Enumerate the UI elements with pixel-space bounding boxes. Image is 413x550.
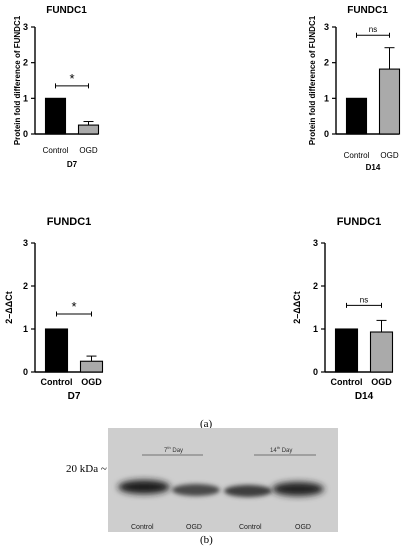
chart-title: FUNDC1 <box>47 216 92 228</box>
chart-panel-2: FUNDC1 0 1 2 3 Protein fold difference of FUN… <box>308 5 401 172</box>
y-tick-label: 2 <box>324 58 329 68</box>
blot-band-ogd-d7 <box>172 484 220 496</box>
y-tick-label: 2 <box>23 58 28 68</box>
y-tick-label: 0 <box>23 367 28 377</box>
y-tick-label: 1 <box>23 324 28 334</box>
y-tick-label: 1 <box>324 93 329 103</box>
y-tick-label: 0 <box>313 367 318 377</box>
blot-lane-label: OGD <box>295 524 311 531</box>
panel-label-b: (b) <box>200 534 213 546</box>
y-axis-label: Protein fold difference of FUNDC1 <box>13 15 22 145</box>
y-tick-label: 0 <box>23 129 28 139</box>
bar-control <box>44 97 67 135</box>
blot-lane-label: Control <box>239 524 262 531</box>
chart-panel-4: FUNDC1 0 1 2 3 2–ΔΔCt Control OGD ns D14 <box>292 216 394 402</box>
significance-label: ns <box>369 25 377 34</box>
y-tick-label: 3 <box>23 238 28 248</box>
blot-lane-label: OGD <box>186 524 202 531</box>
x-axis-label: D14 <box>355 391 374 402</box>
blot-lane-label: Control <box>131 524 154 531</box>
chart-panel-3: FUNDC1 0 1 2 3 2–ΔΔCt Control OGD * D7 <box>4 216 104 402</box>
x-category-label: Control <box>344 151 370 160</box>
x-category-label: Control <box>331 377 363 387</box>
x-category-label: OGD <box>81 377 102 387</box>
bar-ogd <box>378 68 401 135</box>
panel-label-a: (a) <box>200 418 213 430</box>
y-tick-label: 2 <box>23 281 28 291</box>
x-axis-label: D7 <box>67 160 78 169</box>
western-blot-image <box>108 428 338 532</box>
chart-title: FUNDC1 <box>46 5 87 16</box>
chart-title: FUNDC1 <box>347 5 388 16</box>
x-axis-label: D14 <box>366 163 381 172</box>
y-axis-label: 2–ΔΔCt <box>292 291 302 323</box>
y-tick-label: 2 <box>313 281 318 291</box>
x-category-label: OGD <box>79 146 97 155</box>
blot-band-ogd-d14 <box>272 482 324 496</box>
molecular-weight-marker: 20 kDa ~ <box>66 463 107 475</box>
bar-control <box>44 328 69 373</box>
significance-label: * <box>71 299 76 314</box>
y-axis-label: 2–ΔΔCt <box>4 291 14 323</box>
blot-band-control-d7 <box>118 480 170 494</box>
significance-label: ns <box>360 295 368 304</box>
blot-day14-label: 14th Day <box>270 445 293 454</box>
bar-ogd <box>77 124 100 135</box>
x-axis-label: D7 <box>68 391 81 402</box>
chart-title: FUNDC1 <box>337 216 382 228</box>
y-tick-label: 1 <box>313 324 318 334</box>
bar-control <box>334 328 359 373</box>
y-tick-label: 1 <box>23 93 28 103</box>
y-tick-label: 3 <box>324 22 329 32</box>
y-axis-label: Protein fold difference of FUNDC1 <box>308 15 317 145</box>
blot-day7-label: 7th Day <box>164 445 184 454</box>
bar-ogd <box>79 360 104 373</box>
x-category-label: Control <box>43 146 69 155</box>
x-category-label: Control <box>41 377 73 387</box>
y-tick-label: 3 <box>313 238 318 248</box>
blot-band-control-d14 <box>224 485 272 497</box>
significance-label: * <box>69 71 74 86</box>
bar-control <box>345 97 368 135</box>
x-category-label: OGD <box>371 377 392 387</box>
y-tick-label: 0 <box>324 129 329 139</box>
bar-ogd <box>369 331 394 373</box>
y-tick-label: 3 <box>23 22 28 32</box>
x-category-label: OGD <box>380 151 398 160</box>
